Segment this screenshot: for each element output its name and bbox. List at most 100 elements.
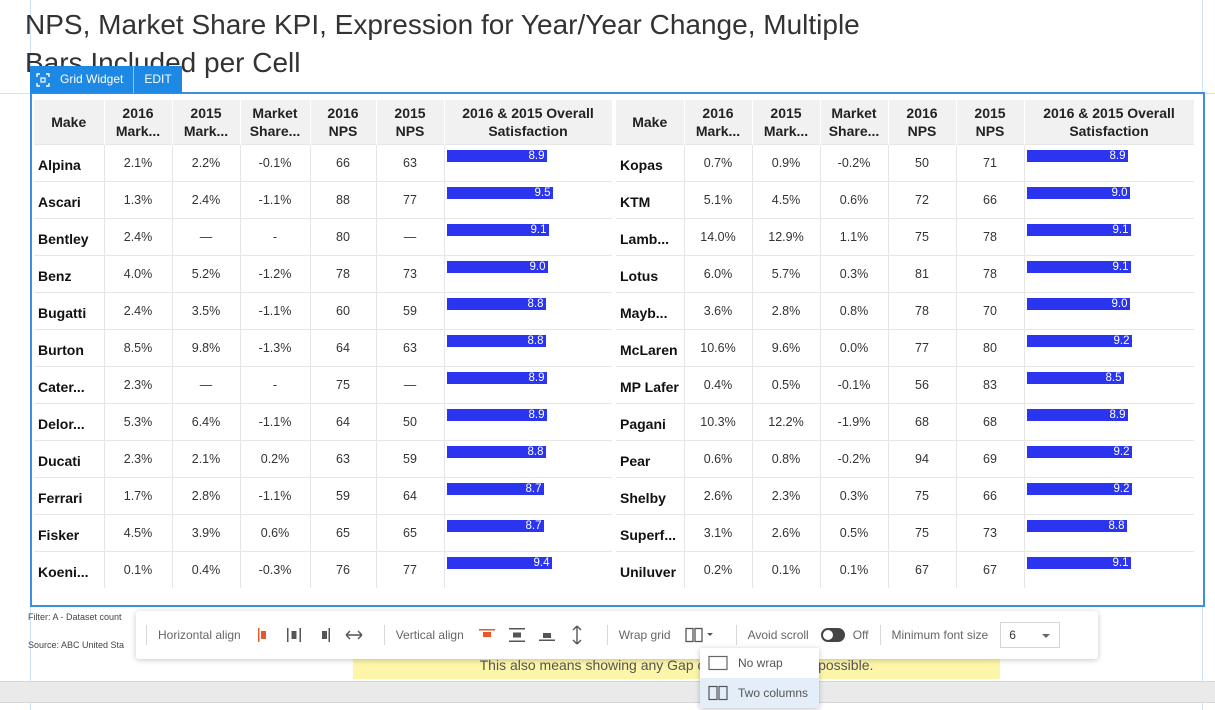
- table-row: Fisker 4.5% 3.9% 0.6% 65 65 8.7: [34, 513, 612, 551]
- value-cell: —: [376, 365, 445, 403]
- satisfaction-cell: 9.1: [1024, 217, 1194, 255]
- satisfaction-bar: 8.8: [446, 334, 546, 347]
- value-cell: 63: [376, 143, 445, 181]
- table-row: Delor... 5.3% 6.4% -1.1% 64 50 8.9: [34, 402, 612, 440]
- satisfaction-bar: 9.4: [446, 556, 552, 569]
- value-cell: 78: [310, 254, 377, 292]
- make-cell: Delor...: [34, 402, 105, 440]
- value-cell: 78: [956, 254, 1025, 292]
- make-cell: Fisker: [34, 513, 105, 551]
- satisfaction-cell: 8.8: [444, 439, 612, 477]
- value-cell: 69: [956, 439, 1025, 477]
- value-cell: 2.1%: [104, 143, 173, 181]
- column-header[interactable]: 2016 Mark...: [104, 100, 173, 144]
- value-cell: 1.3%: [104, 180, 173, 218]
- value-cell: 66: [956, 476, 1025, 514]
- toolbar-divider: [383, 625, 385, 645]
- align-center-icon[interactable]: [283, 624, 305, 646]
- value-cell: -0.2%: [820, 439, 889, 477]
- value-cell: 2.2%: [172, 143, 241, 181]
- table-row: KTM 5.1% 4.5% 0.6% 72 66 9.0: [616, 180, 1194, 218]
- make-cell: Ferrari: [34, 476, 105, 514]
- horizontal-align-label: Horizontal align: [158, 628, 241, 642]
- value-cell: 66: [956, 180, 1025, 218]
- value-cell: 78: [956, 217, 1025, 255]
- column-header[interactable]: 2016 & 2015 Overall Satisfaction: [1024, 100, 1195, 144]
- stretch-vertical-icon[interactable]: [566, 624, 588, 646]
- column-header[interactable]: 2015 NPS: [956, 100, 1025, 144]
- column-header[interactable]: 2016 NPS: [888, 100, 957, 144]
- make-cell: Burton: [34, 328, 105, 366]
- satisfaction-bar: 9.1: [1026, 260, 1131, 273]
- table-row: Ferrari 1.7% 2.8% -1.1% 59 64 8.7: [34, 476, 612, 514]
- value-cell: 0.4%: [684, 365, 753, 403]
- satisfaction-cell: 9.1: [1024, 254, 1194, 292]
- make-cell: Alpina: [34, 143, 105, 181]
- min-font-size-select[interactable]: 6: [1000, 622, 1061, 648]
- value-cell: 65: [310, 513, 377, 551]
- avoid-scroll-toggle[interactable]: [820, 628, 845, 642]
- value-cell: 70: [956, 291, 1025, 329]
- no-wrap-option[interactable]: No wrap: [700, 648, 819, 678]
- two-columns-option[interactable]: Two columns: [700, 678, 819, 708]
- value-cell: 0.0%: [820, 328, 889, 366]
- value-cell: 50: [888, 143, 957, 181]
- satisfaction-bar: 9.2: [1026, 445, 1132, 458]
- value-cell: 66: [310, 143, 377, 181]
- align-left-icon[interactable]: [253, 624, 275, 646]
- satisfaction-cell: 8.8: [444, 291, 612, 329]
- edit-button[interactable]: EDIT: [144, 72, 172, 86]
- align-bottom-icon[interactable]: [536, 624, 558, 646]
- value-cell: 0.1%: [104, 550, 173, 588]
- value-cell: 59: [376, 439, 445, 477]
- align-middle-icon[interactable]: [506, 624, 528, 646]
- stretch-horizontal-icon[interactable]: [343, 624, 365, 646]
- two-columns-icon: [708, 685, 730, 701]
- table-row: Mayb... 3.6% 2.8% 0.8% 78 70 9.0: [616, 291, 1194, 329]
- column-header[interactable]: 2016 Mark...: [684, 100, 753, 144]
- value-cell: 75: [888, 476, 957, 514]
- column-header[interactable]: Make: [616, 100, 685, 144]
- bottom-strip: [0, 681, 1215, 703]
- value-cell: 59: [310, 476, 377, 514]
- column-header[interactable]: Market Share...: [240, 100, 311, 144]
- satisfaction-bar: 8.7: [446, 482, 544, 495]
- align-top-icon[interactable]: [476, 624, 498, 646]
- make-cell: KTM: [616, 180, 685, 218]
- align-right-icon[interactable]: [313, 624, 335, 646]
- value-cell: 80: [310, 217, 377, 255]
- table-row: Superf... 3.1% 2.6% 0.5% 75 73 8.8: [616, 513, 1194, 551]
- value-cell: 0.2%: [684, 550, 753, 588]
- value-cell: 2.4%: [104, 217, 173, 255]
- satisfaction-cell: 9.2: [1024, 439, 1194, 477]
- value-cell: 9.6%: [752, 328, 821, 366]
- satisfaction-bar: 8.8: [446, 445, 546, 458]
- value-cell: 12.9%: [752, 217, 821, 255]
- column-header[interactable]: 2016 NPS: [310, 100, 377, 144]
- value-cell: 0.9%: [752, 143, 821, 181]
- column-header[interactable]: 2015 Mark...: [172, 100, 241, 144]
- value-cell: 2.4%: [172, 180, 241, 218]
- satisfaction-bar: 9.2: [1026, 482, 1132, 495]
- two-columns-icon[interactable]: [683, 624, 717, 646]
- column-header[interactable]: Make: [34, 100, 105, 144]
- min-font-size-label: Minimum font size: [891, 628, 989, 642]
- value-cell: -: [240, 217, 311, 255]
- value-cell: 63: [310, 439, 377, 477]
- column-header[interactable]: 2016 & 2015 Overall Satisfaction: [444, 100, 613, 144]
- value-cell: 72: [888, 180, 957, 218]
- satisfaction-bar: 9.2: [1026, 334, 1132, 347]
- value-cell: 10.3%: [684, 402, 753, 440]
- grid-widget[interactable]: Make 2016 Mark... 2015 Mark... Market Share…: [30, 92, 1205, 607]
- satisfaction-bar: 9.1: [1026, 556, 1131, 569]
- column-header[interactable]: Market Share...: [820, 100, 889, 144]
- filter-note: Filter: A - Dataset count: [28, 612, 122, 622]
- column-header[interactable]: 2015 Mark...: [752, 100, 821, 144]
- satisfaction-bar: 8.9: [446, 149, 547, 162]
- table-row: Benz 4.0% 5.2% -1.2% 78 73 9.0: [34, 254, 612, 292]
- column-header[interactable]: 2015 NPS: [376, 100, 445, 144]
- table-row: Burton 8.5% 9.8% -1.3% 64 63 8.8: [34, 328, 612, 366]
- make-cell: Benz: [34, 254, 105, 292]
- value-cell: -1.1%: [240, 476, 311, 514]
- toolbar-divider: [146, 625, 147, 645]
